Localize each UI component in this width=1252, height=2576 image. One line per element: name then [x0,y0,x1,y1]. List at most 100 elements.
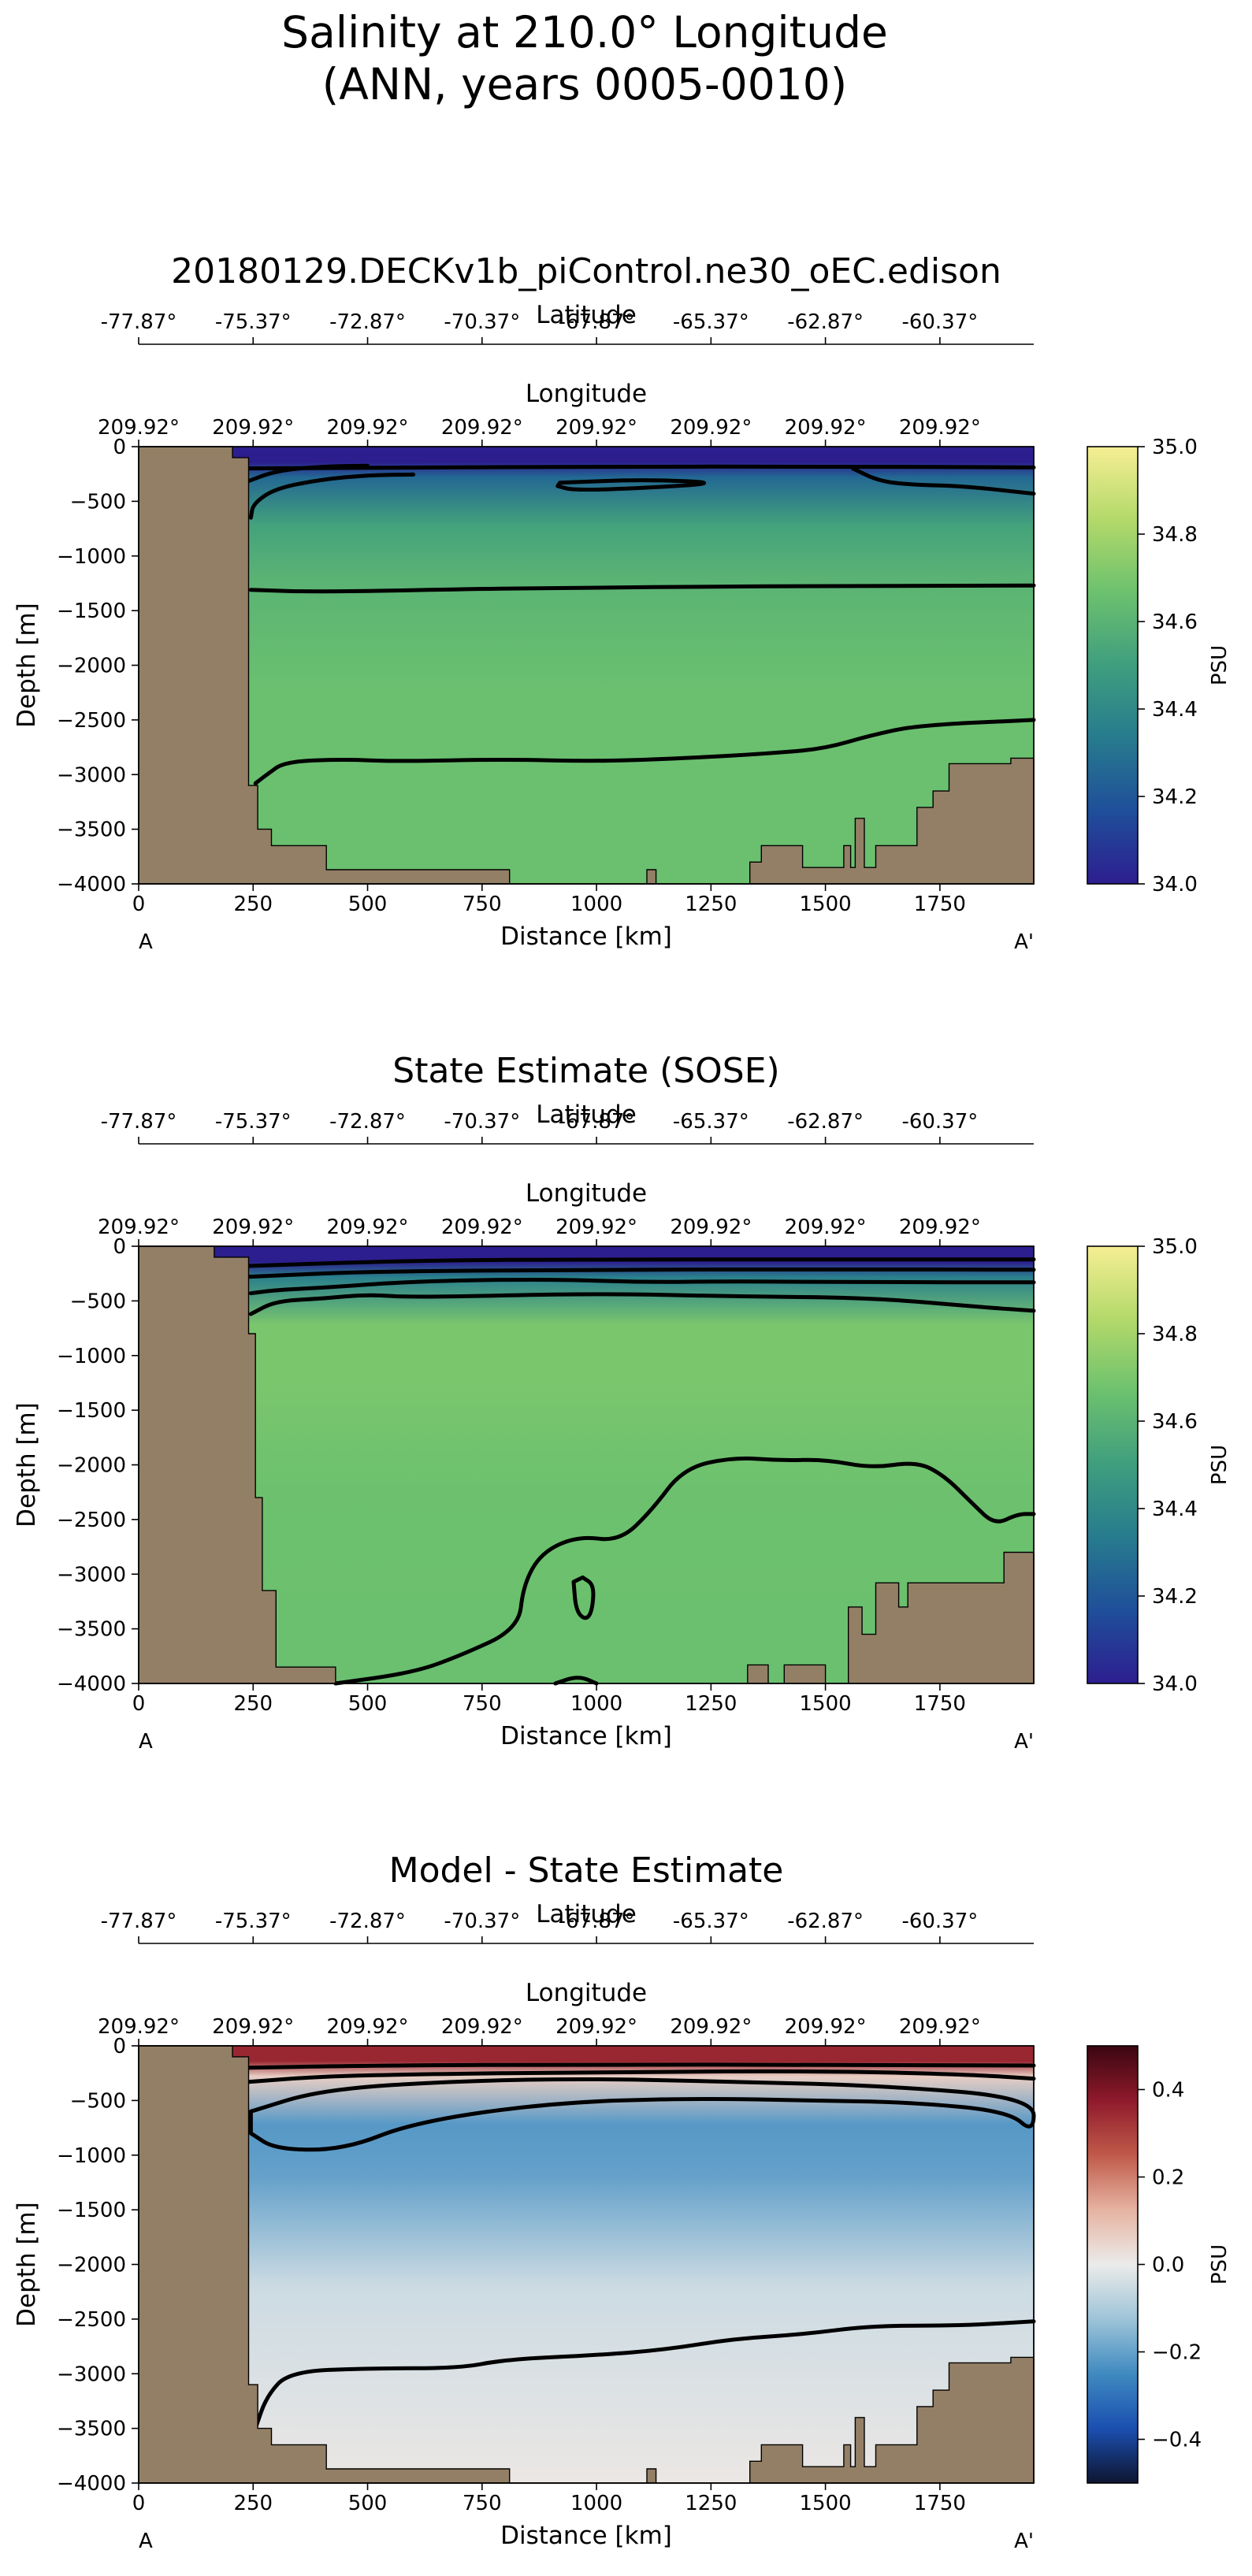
latitude-tick-label: -60.37° [901,310,978,334]
longitude-tick-label: 209.92° [98,416,180,440]
y-tick-label: −500 [70,490,126,514]
x-tick-label: 1000 [570,2492,622,2515]
colorbar-tick-label: 34.0 [1152,1672,1198,1696]
colorbar: 34.0 34.2 34.4 34.6 34.8 35.0 PSU [1087,1235,1232,1696]
x-tick-label: 1750 [914,893,966,916]
latitude-tick-label: -72.87° [329,1110,406,1134]
y-tick-label: 0 [113,436,126,459]
x-tick-label: 250 [233,1692,273,1716]
y-tick-label: −3500 [57,2418,126,2441]
contour-line-4 [253,2319,1036,2431]
chart-panel-3: Model - State Estimate Latitude -77.87° -75… [13,1850,1232,2553]
x-tick-label: 750 [463,893,502,916]
seafloor-land [138,446,1035,885]
colorbar-tick-label: 34.2 [1152,785,1198,809]
y-tick-label: 0 [113,2035,126,2058]
contour-line-6 [571,1575,596,1620]
y-tick-label: −3500 [57,818,126,842]
colorbar-tick-label: 0.4 [1152,2079,1184,2103]
section-start-label: A [139,2530,153,2553]
x-tick-label: 1250 [685,1692,737,1716]
longitude-tick-label: 209.92° [98,1216,180,1239]
y-tick-label: −500 [70,2089,126,2113]
x-axis-label: Distance [km] [500,922,672,951]
longitude-tick-label: 209.92° [555,1216,637,1239]
latitude-tick-label: -72.87° [329,1910,406,1933]
latitude-tick-label: -62.87° [787,310,864,334]
colorbar-tick-label: 34.8 [1152,1323,1198,1346]
x-axis-label: Distance [km] [500,1722,672,1750]
y-tick-label: −1000 [57,545,126,569]
section-end-label: A' [1014,1730,1034,1754]
contour-line-4 [248,472,416,520]
y-tick-label: −4000 [57,1672,126,1696]
x-tick-label: 1000 [570,1692,622,1716]
contour-line-1 [247,2062,1036,2070]
latitude-tick-label: -75.37° [215,310,292,334]
contour-line-5 [333,1456,1036,1686]
y-axis-label: Depth [m] [13,1402,41,1527]
x-tick-label: 500 [348,1692,388,1716]
figure-title-line2: (ANN, years 0005-0010) [322,59,847,109]
colorbar-tick-label: 35.0 [1152,436,1198,459]
chart-panel-1: 20180129.DECKv1b_piControl.ne30_oEC.edis… [13,251,1232,954]
x-tick-label: 1250 [685,2492,737,2515]
colorbar-tick-label: 0.0 [1152,2254,1184,2277]
x-tick-label: 250 [233,2492,273,2515]
y-tick-label: −1500 [57,599,126,623]
x-tick-label: 1500 [800,1692,852,1716]
longitude-tick-label: 209.92° [327,2015,409,2039]
latitude-tick-label: -62.87° [787,1110,864,1134]
y-tick-label: −3000 [57,1563,126,1587]
y-tick-label: −1500 [57,2199,126,2222]
panel-title: State Estimate (SOSE) [392,1051,779,1091]
longitude-tick-label: 209.92° [899,2015,981,2039]
latitude-axis-label: Latitude [536,1101,637,1129]
y-tick-label: −4000 [57,2472,126,2496]
colorbar-label: PSU [1208,1445,1232,1485]
y-tick-label: −500 [70,1290,126,1313]
y-tick-label: −2000 [57,655,126,678]
seafloor-land [138,1245,1035,1684]
x-tick-label: 500 [348,2492,388,2515]
x-axis-label: Distance [km] [500,2522,672,2550]
longitude-tick-label: 209.92° [441,416,523,440]
contour-line-3 [248,2077,1036,2152]
x-tick-label: 0 [132,2492,146,2515]
colorbar: 34.0 34.2 34.4 34.6 34.8 35.0 PSU [1087,436,1232,896]
colorbar-tick-label: 0.2 [1152,2166,1184,2190]
latitude-tick-label: -70.37° [444,1910,520,1933]
colorbar-tick-label: 35.0 [1152,1235,1198,1259]
longitude-tick-label: 209.92° [670,2015,752,2039]
colorbar-tick-label: 34.8 [1152,523,1198,547]
latitude-tick-label: -75.37° [215,1110,292,1134]
latitude-tick-label: -67.87° [559,310,635,334]
y-axis-label: Depth [m] [13,2202,41,2327]
contour-line-2 [247,2069,1036,2084]
longitude-tick-label: 209.92° [785,416,867,440]
latitude-tick-label: -77.87° [101,310,177,334]
latitude-tick-label: -67.87° [559,1910,635,1933]
y-tick-label: −3500 [57,1618,126,1642]
y-tick-label: −1000 [57,2144,126,2168]
section-end-label: A' [1014,930,1034,954]
y-tick-label: 0 [113,1235,126,1259]
longitude-axis-label: Longitude [526,380,647,408]
colorbar-label: PSU [1208,645,1232,685]
x-tick-label: 1250 [685,893,737,916]
panel-title: Model - State Estimate [389,1850,784,1891]
latitude-tick-label: -77.87° [101,1910,177,1933]
latitude-axis-label: Latitude [536,301,637,329]
latitude-tick-label: -65.37° [673,1110,749,1134]
x-tick-label: 1500 [800,2492,852,2515]
colorbar-tick-label: −0.4 [1152,2429,1202,2452]
contour-line-3 [851,466,1036,496]
panel-title: 20180129.DECKv1b_piControl.ne30_oEC.edis… [171,251,1001,291]
seafloor-land [138,2045,1035,2484]
x-tick-label: 750 [463,1692,502,1716]
latitude-tick-label: -77.87° [101,1110,177,1134]
x-tick-label: 0 [132,893,146,916]
section-end-label: A' [1014,2530,1034,2553]
y-tick-label: −2500 [57,2308,126,2332]
colorbar-tick-label: 34.6 [1152,1410,1198,1434]
